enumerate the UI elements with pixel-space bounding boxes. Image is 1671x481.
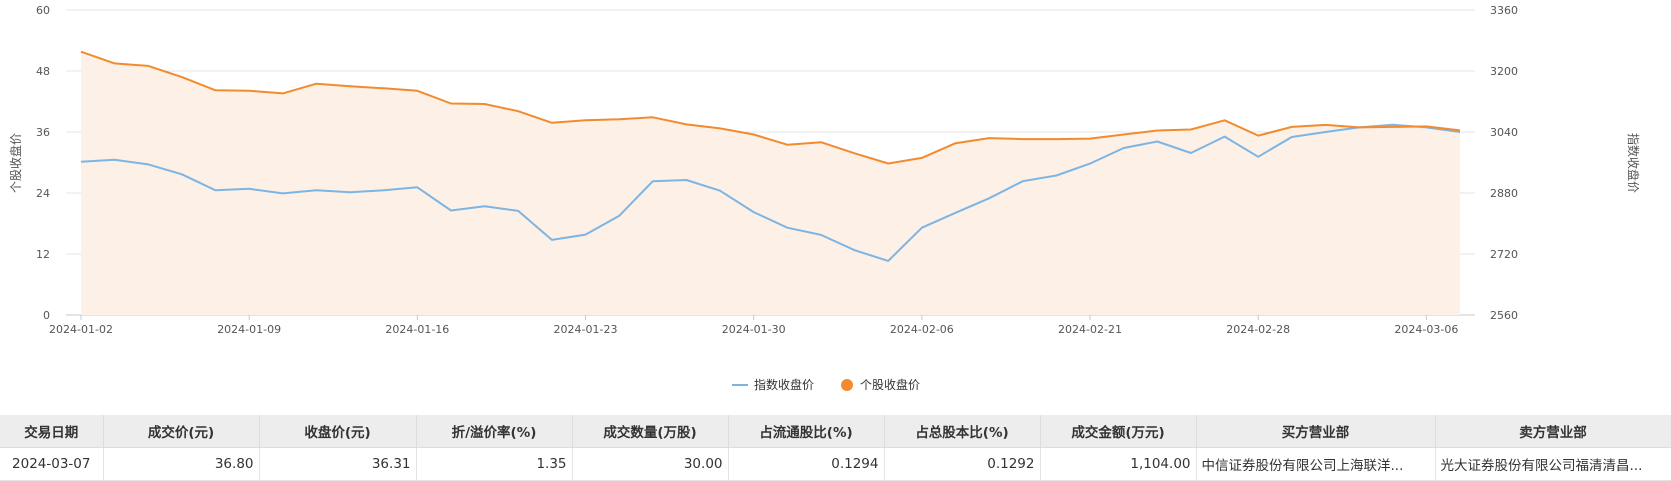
- cell-date: 2024-03-07: [0, 447, 104, 481]
- cell-premium-rate: 1.35: [416, 447, 573, 481]
- x-tick-label: 2024-01-02: [49, 323, 113, 336]
- legend-item-stock[interactable]: 个股收盘价: [841, 377, 920, 392]
- col-header-premium-rate[interactable]: 折/溢价率(%): [416, 415, 573, 448]
- cell-total-ratio: 0.1292: [884, 447, 1041, 481]
- legend-label-stock: 个股收盘价: [860, 377, 920, 392]
- right-axis-ticks: 2560 2720 2880 3040 3200 3360: [1490, 4, 1518, 322]
- x-tick-label: 2024-02-06: [890, 323, 954, 336]
- cell-trade-price: 36.80: [103, 447, 260, 481]
- legend-label-index: 指数收盘价: [754, 377, 814, 392]
- col-header-seller[interactable]: 卖方营业部: [1435, 415, 1671, 448]
- right-axis-title: 指数收盘价: [1626, 133, 1641, 193]
- col-header-amount[interactable]: 成交金额(万元): [1040, 415, 1197, 448]
- x-tick-label: 2024-01-30: [722, 323, 786, 336]
- index-close-line[interactable]: [80, 123, 1461, 262]
- right-tick-label: 2720: [1490, 248, 1518, 261]
- left-tick-label: 24: [36, 187, 50, 200]
- col-header-volume[interactable]: 成交数量(万股): [572, 415, 729, 448]
- left-tick-label: 48: [36, 65, 50, 78]
- col-header-trade-price[interactable]: 成交价(元): [103, 415, 260, 448]
- col-header-float-ratio[interactable]: 占流通股比(%): [728, 415, 885, 448]
- col-header-buyer[interactable]: 买方营业部: [1196, 415, 1436, 448]
- right-tick-label: 2560: [1490, 309, 1518, 322]
- block-trade-table: 交易日期 成交价(元) 收盘价(元) 折/溢价率(%) 成交数量(万股) 占流通…: [0, 415, 1671, 481]
- legend: 指数收盘价 个股收盘价: [732, 377, 920, 392]
- legend-item-index[interactable]: 指数收盘价: [732, 377, 814, 392]
- right-tick-label: 3360: [1490, 4, 1518, 17]
- x-axis-ticks: 2024-01-02 2024-01-09 2024-01-16 2024-01-23…: [49, 315, 1458, 336]
- price-chart: 0 12 24 36 48 60 2560 2720 2880 3040 3200 3360 202…: [8, 4, 1641, 392]
- cell-float-ratio: 0.1294: [728, 447, 885, 481]
- series-lines: [80, 50, 1461, 262]
- col-header-date[interactable]: 交易日期: [0, 415, 104, 448]
- stock-close-line[interactable]: [80, 50, 1461, 165]
- col-header-total-ratio[interactable]: 占总股本比(%): [884, 415, 1041, 448]
- stock-area: [81, 51, 1460, 315]
- x-tick-label: 2024-01-16: [385, 323, 449, 336]
- left-axis-ticks: 0 12 24 36 48 60: [36, 4, 50, 322]
- table-row: 2024-03-07 36.80 36.31 1.35 30.00 0.1294…: [0, 447, 1671, 481]
- left-tick-label: 36: [36, 126, 50, 139]
- cell-buyer[interactable]: 中信证券股份有限公司上海联洋...: [1196, 447, 1436, 481]
- left-tick-label: 0: [43, 309, 50, 322]
- left-axis-title: 个股收盘价: [8, 133, 23, 193]
- x-tick-label: 2024-01-09: [217, 323, 281, 336]
- right-tick-label: 3040: [1490, 126, 1518, 139]
- left-tick-label: 12: [36, 248, 50, 261]
- cell-close-price: 36.31: [259, 447, 417, 481]
- table-header-row: 交易日期 成交价(元) 收盘价(元) 折/溢价率(%) 成交数量(万股) 占流通…: [0, 415, 1671, 448]
- cell-amount: 1,104.00: [1040, 447, 1197, 481]
- left-tick-label: 60: [36, 4, 50, 17]
- col-header-close-price[interactable]: 收盘价(元): [259, 415, 417, 448]
- right-tick-label: 2880: [1490, 187, 1518, 200]
- x-tick-label: 2024-01-23: [554, 323, 618, 336]
- x-tick-label: 2024-02-28: [1226, 323, 1290, 336]
- cell-volume: 30.00: [572, 447, 729, 481]
- x-tick-label: 2024-03-06: [1394, 323, 1458, 336]
- x-tick-label: 2024-02-21: [1058, 323, 1122, 336]
- right-tick-label: 3200: [1490, 65, 1518, 78]
- cell-seller[interactable]: 光大证券股份有限公司福清清昌...: [1435, 447, 1671, 481]
- area-fill: [81, 51, 1460, 315]
